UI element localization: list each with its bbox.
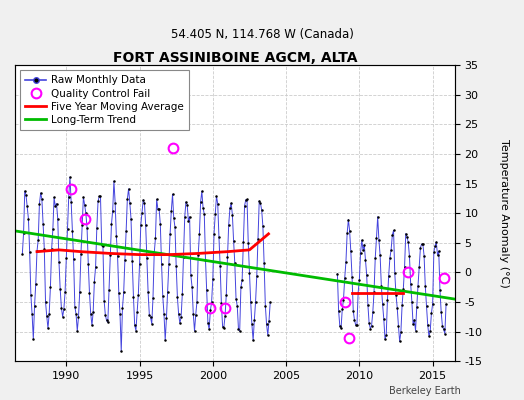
Text: 54.405 N, 114.768 W (Canada): 54.405 N, 114.768 W (Canada) bbox=[171, 28, 353, 41]
Y-axis label: Temperature Anomaly (°C): Temperature Anomaly (°C) bbox=[499, 139, 509, 288]
Legend: Raw Monthly Data, Quality Control Fail, Five Year Moving Average, Long-Term Tren: Raw Monthly Data, Quality Control Fail, … bbox=[20, 70, 189, 130]
Title: FORT ASSINIBOINE AGCM, ALTA: FORT ASSINIBOINE AGCM, ALTA bbox=[113, 51, 357, 65]
Text: Berkeley Earth: Berkeley Earth bbox=[389, 386, 461, 396]
